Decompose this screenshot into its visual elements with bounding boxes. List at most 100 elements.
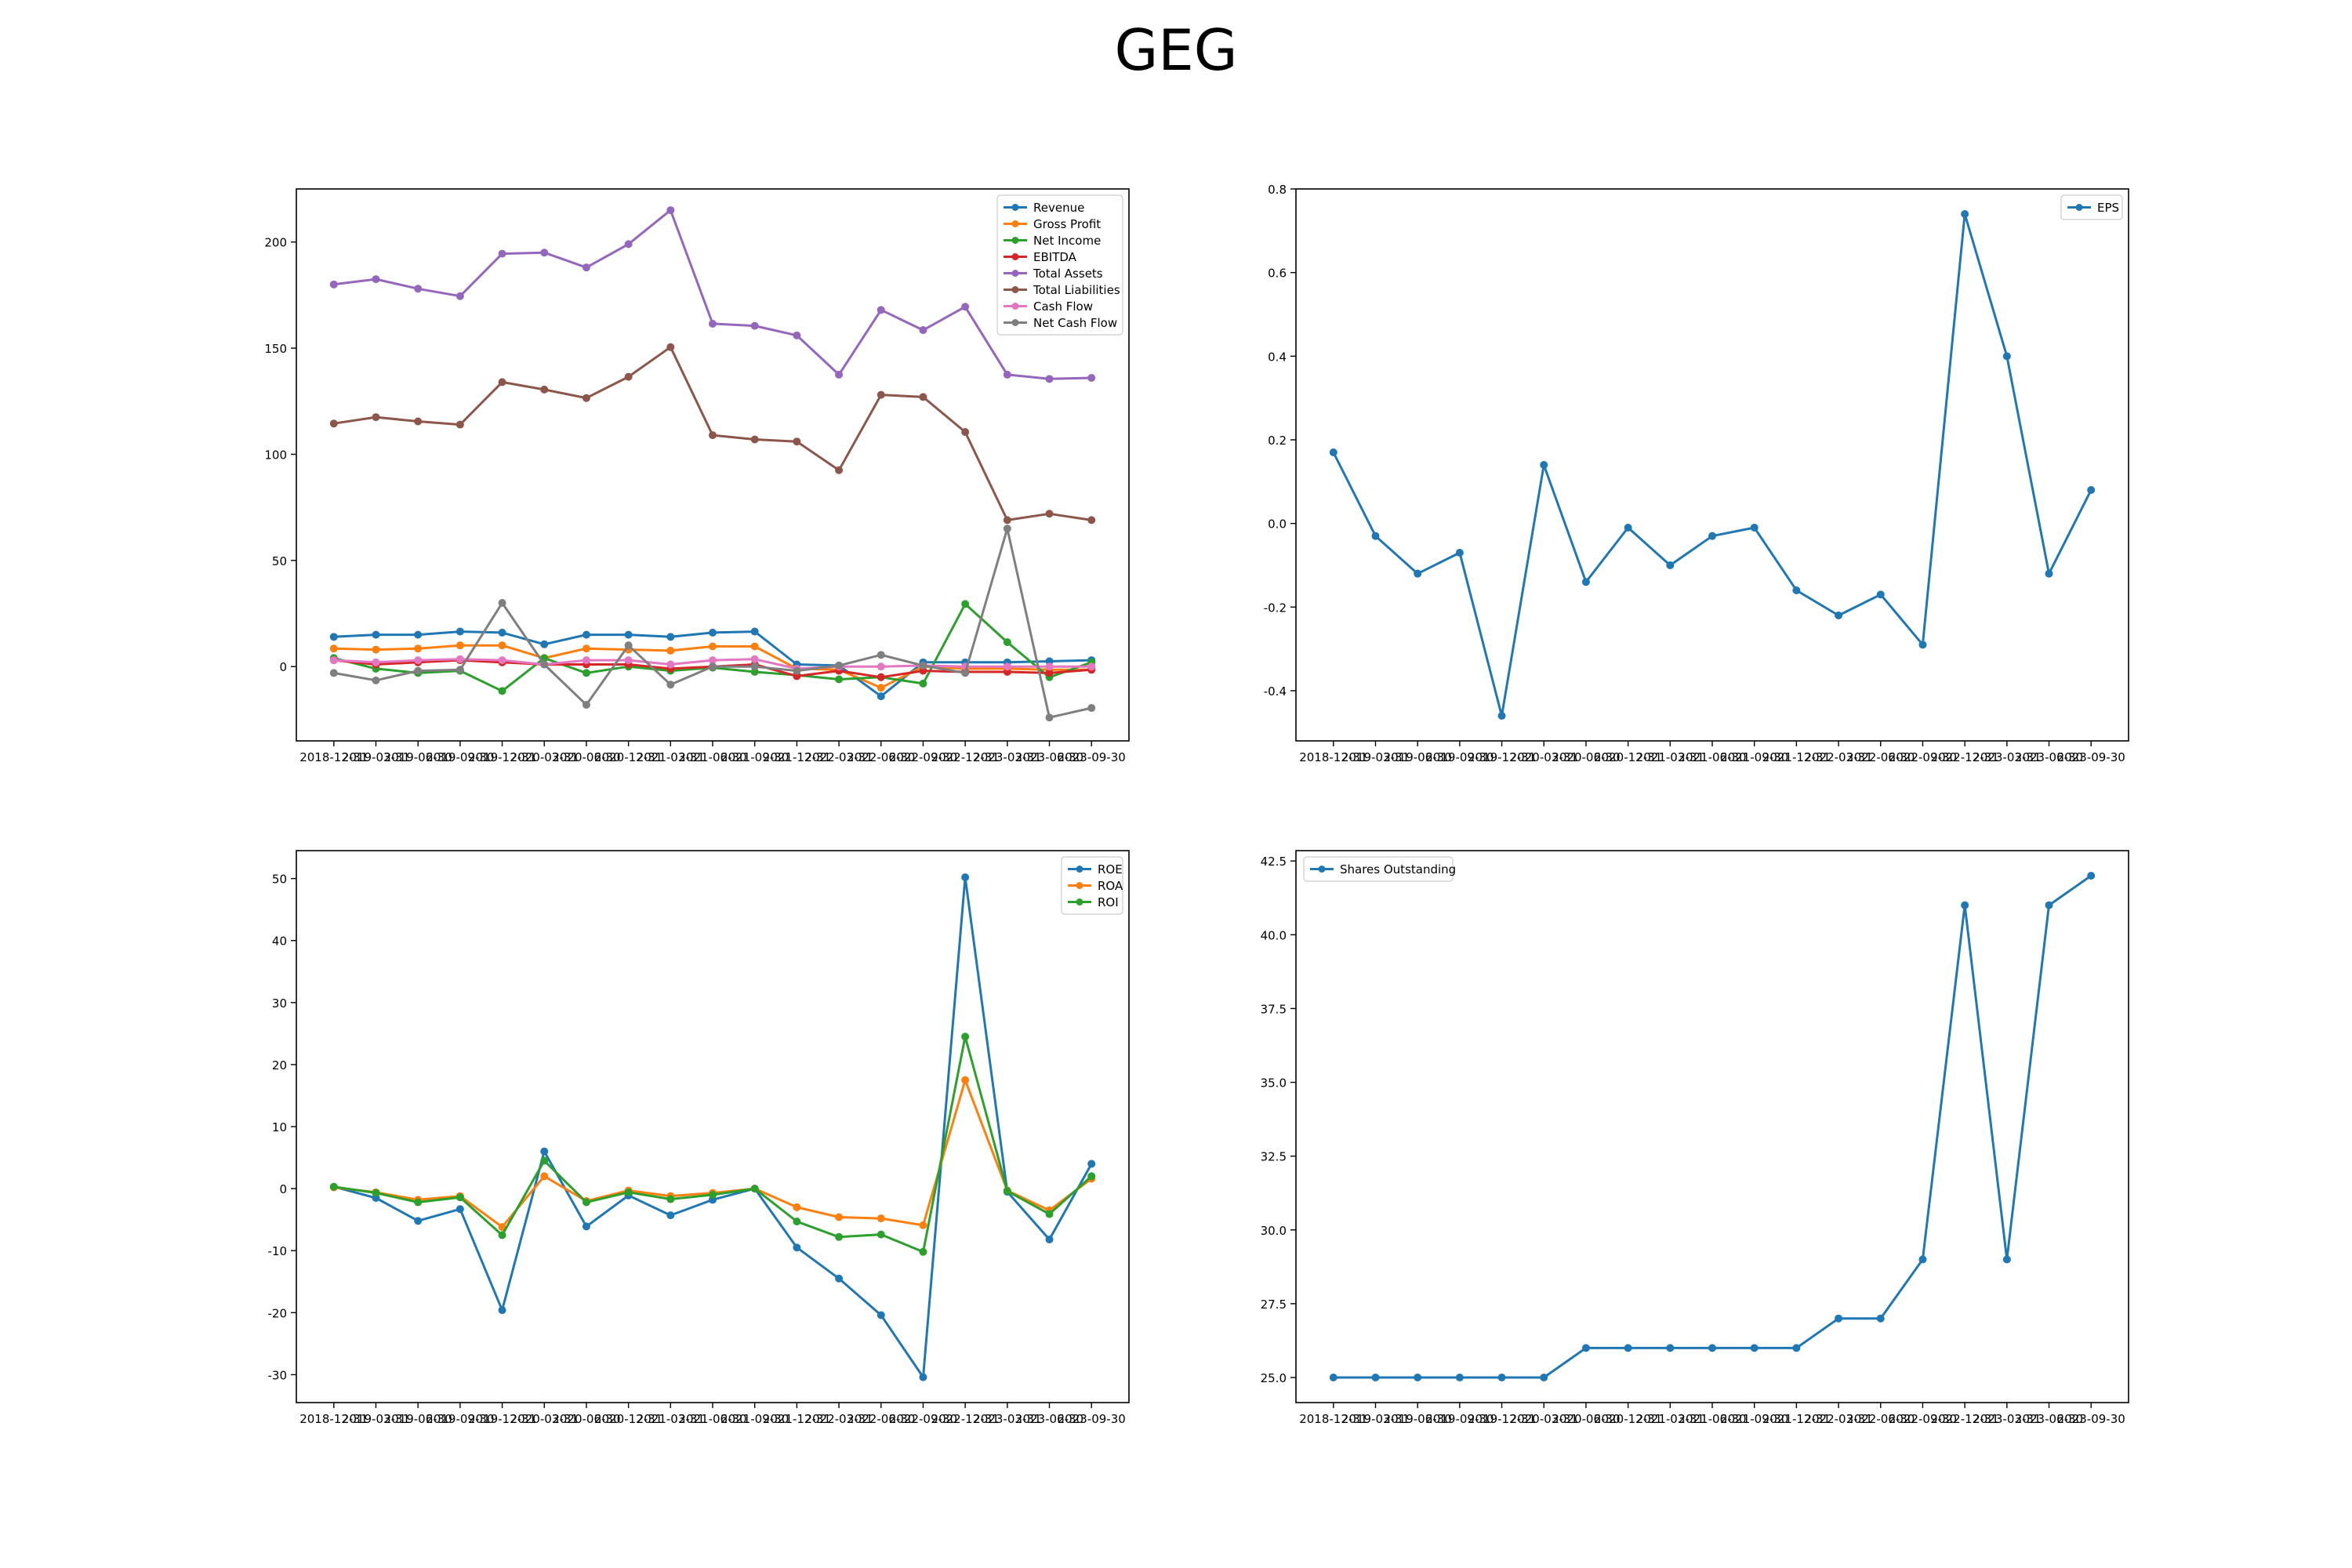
- data-point: [1045, 375, 1054, 383]
- data-point: [456, 292, 464, 300]
- data-point: [919, 679, 927, 688]
- data-point: [372, 676, 380, 684]
- data-point: [750, 655, 759, 663]
- data-point: [456, 420, 464, 429]
- y-tick-label: 100: [264, 448, 287, 462]
- data-point: [961, 873, 970, 882]
- data-point: [961, 600, 970, 608]
- x-tick-label: 2023-09-30: [1058, 1412, 1126, 1426]
- data-point: [414, 417, 423, 426]
- x-tick-label: 2019-03-31: [342, 1412, 410, 1426]
- x-tick-label: 2020-12-31: [1594, 1412, 1662, 1426]
- data-point: [498, 1231, 506, 1240]
- data-point: [666, 343, 675, 351]
- x-tick-label: 2023-06-30: [1015, 1412, 1083, 1426]
- x-tick-label: 2020-03-31: [1510, 750, 1578, 764]
- x-tick-label: 2022-03-31: [804, 750, 873, 764]
- x-tick-label: 2021-03-31: [637, 750, 705, 764]
- data-point: [1087, 704, 1096, 713]
- data-point: [372, 1189, 380, 1197]
- y-tick-label: -20: [268, 1306, 288, 1320]
- x-tick-label: 2022-06-30: [847, 750, 915, 764]
- data-point: [624, 656, 633, 665]
- data-point: [1792, 586, 1801, 594]
- data-point: [414, 1198, 423, 1207]
- data-point: [582, 656, 590, 665]
- data-point: [961, 1033, 970, 1041]
- legend-swatch-marker: [1011, 253, 1019, 260]
- data-point: [624, 372, 633, 381]
- data-point: [877, 692, 885, 701]
- data-point: [372, 630, 380, 639]
- data-point: [835, 1274, 844, 1283]
- x-tick-label: 2019-12-31: [1468, 750, 1536, 764]
- data-point: [1455, 549, 1464, 557]
- data-point: [961, 428, 970, 437]
- legend: ROE ROA ROI: [1061, 856, 1123, 915]
- data-point: [2002, 1255, 2011, 1264]
- data-point: [414, 644, 423, 653]
- data-point: [2045, 901, 2053, 909]
- data-point: [624, 240, 633, 249]
- data-point: [329, 669, 338, 677]
- data-point: [877, 1214, 885, 1223]
- data-point: [498, 641, 506, 650]
- x-tick-label: 2021-03-31: [1636, 750, 1704, 764]
- data-point: [1003, 638, 1011, 647]
- x-tick-label: 2020-12-31: [594, 750, 662, 764]
- y-tick-label: 40: [272, 935, 287, 949]
- data-point: [666, 660, 675, 669]
- data-point: [666, 1195, 675, 1203]
- x-tick-label: 2021-09-30: [720, 750, 789, 764]
- data-point: [877, 390, 885, 399]
- data-point: [372, 658, 380, 666]
- data-point: [1666, 561, 1675, 569]
- data-point: [540, 1156, 549, 1165]
- legend-label: Total Liabilities: [1033, 283, 1120, 297]
- data-point: [1666, 1344, 1675, 1352]
- data-point: [793, 331, 801, 339]
- legend-swatch-marker: [1011, 204, 1019, 211]
- data-point: [750, 627, 759, 636]
- data-point: [414, 285, 423, 293]
- legend-box: [996, 194, 1123, 336]
- legend-swatch-marker: [1076, 898, 1083, 906]
- chart-eps: -0.4 -0.2 0.0 0.2 0.4 0.6 0.8 2018-12-312019-03…: [1264, 183, 2129, 764]
- x-tick-label: 2022-09-30: [1889, 750, 1957, 764]
- data-point: [877, 1230, 885, 1239]
- data-point: [666, 1211, 675, 1220]
- data-point: [456, 641, 464, 650]
- legend-label: ROA: [1098, 879, 1123, 893]
- data-point: [709, 662, 717, 671]
- y-tick-label: 50: [272, 554, 287, 568]
- legend-label: Shares Outstanding: [1340, 862, 1456, 877]
- data-point: [877, 1311, 885, 1319]
- x-tick-label: 2019-09-30: [1425, 750, 1494, 764]
- x-tick-label: 2022-12-31: [931, 1412, 1000, 1426]
- data-point: [414, 1217, 423, 1225]
- data-point: [329, 644, 338, 653]
- y-tick-label: 20: [272, 1058, 287, 1073]
- chart-financials: 0 50 100 150 200 2018-12-312019-03-312019-06-…: [264, 188, 1130, 764]
- legend: EPS: [2060, 194, 2123, 220]
- legend-label: Total Assets: [1033, 267, 1103, 281]
- legend-label: Gross Profit: [1033, 217, 1101, 231]
- legend-box: [2060, 194, 2123, 220]
- data-point: [709, 319, 717, 328]
- legend-label: EPS: [2097, 201, 2119, 215]
- legend-swatch-marker: [1011, 303, 1019, 310]
- y-tick-label: 150: [264, 342, 287, 356]
- data-point: [919, 1247, 927, 1256]
- x-tick-label: 2022-09-30: [1889, 1412, 1957, 1426]
- data-point: [1540, 461, 1548, 469]
- y-tick-label: 32.5: [1261, 1150, 1287, 1164]
- data-point: [1003, 524, 1011, 533]
- legend-label: Cash Flow: [1033, 299, 1093, 314]
- x-tick-label: 2019-09-30: [426, 1412, 494, 1426]
- data-point: [498, 656, 506, 665]
- data-point: [919, 1373, 927, 1381]
- data-point: [835, 661, 844, 670]
- data-point: [666, 646, 675, 655]
- data-point: [498, 378, 506, 387]
- data-point: [1371, 532, 1380, 540]
